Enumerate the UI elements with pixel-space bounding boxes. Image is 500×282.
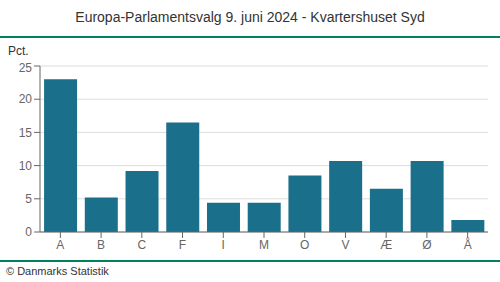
svg-text:F: F <box>179 238 186 252</box>
svg-text:O: O <box>300 238 309 252</box>
html-text:Pct.: Pct. <box>8 44 29 58</box>
svg-text:5: 5 <box>25 192 32 206</box>
html-text:© Danmarks Statistik: © Danmarks Statistik <box>6 265 109 277</box>
svg-text:Å: Å <box>464 237 472 252</box>
svg-text:M: M <box>259 238 269 252</box>
svg-text:C: C <box>137 238 146 252</box>
svg-text:0: 0 <box>25 225 32 239</box>
svg-text:15: 15 <box>19 126 33 140</box>
svg-text:A: A <box>56 238 64 252</box>
svg-text:V: V <box>341 238 349 252</box>
svg-text:B: B <box>97 238 105 252</box>
svg-text:Ø: Ø <box>422 238 431 252</box>
svg-text:20: 20 <box>19 92 33 106</box>
html-text:Europa-Parlamentsvalg 9. juni: Europa-Parlamentsvalg 9. juni 2024 - Kva… <box>75 9 425 25</box>
svg-text:I: I <box>222 238 225 252</box>
svg-text:Æ: Æ <box>380 238 392 252</box>
svg-text:10: 10 <box>19 159 33 173</box>
svg-text:25: 25 <box>19 61 33 75</box>
